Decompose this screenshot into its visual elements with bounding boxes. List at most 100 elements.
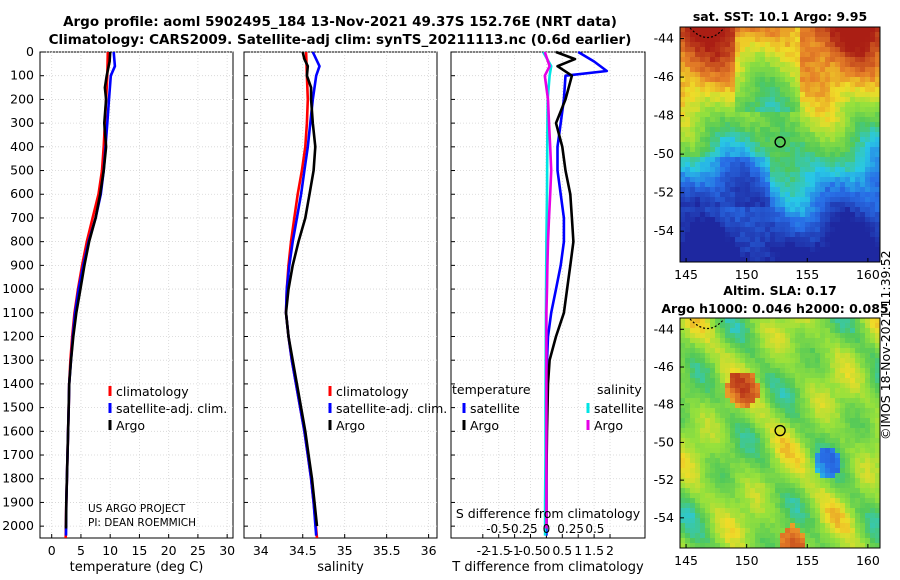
map-cell (805, 57, 811, 63)
map-cell (875, 152, 881, 158)
map-cell (850, 212, 856, 218)
map-cell (830, 443, 836, 449)
map-cell (780, 478, 786, 484)
map-cell (790, 237, 796, 243)
map-cell (750, 152, 756, 158)
map-cell (790, 493, 796, 499)
map-cell (875, 77, 881, 83)
map-cell (705, 117, 711, 123)
map-cell (840, 117, 846, 123)
map-cell (865, 463, 871, 469)
map-cell (800, 142, 806, 148)
map-cell (855, 97, 861, 103)
map-cell (770, 227, 776, 233)
map-cell (725, 77, 731, 83)
map-cell (845, 378, 851, 384)
map-cell (755, 423, 761, 429)
map-cell (835, 162, 841, 168)
map-cell (760, 232, 766, 238)
map-cell (840, 52, 846, 58)
map-cell (690, 538, 696, 544)
map-cell (700, 82, 706, 88)
map-cell (730, 483, 736, 489)
map-cell (835, 197, 841, 203)
map-cell (855, 463, 861, 469)
map-cell (815, 207, 821, 213)
map-cell (875, 513, 881, 519)
map-cell (795, 192, 801, 198)
map-cell (830, 242, 836, 248)
map-cell (680, 237, 686, 243)
map-cell (810, 247, 816, 253)
map-cell (835, 27, 841, 33)
map-cell (695, 27, 701, 33)
map-cell (870, 257, 876, 263)
map-cell (770, 463, 776, 469)
map-cell (785, 212, 791, 218)
map-cell (800, 207, 806, 213)
map-cell (715, 383, 721, 389)
map-cell (775, 192, 781, 198)
map-cell (860, 528, 866, 534)
map-cell (740, 498, 746, 504)
map-cell (765, 92, 771, 98)
map-cell (755, 543, 761, 549)
x-tick-label: 35.5 (373, 543, 401, 558)
map-cell (710, 473, 716, 479)
map-cell (860, 448, 866, 454)
map-cell (730, 428, 736, 434)
map-cell (790, 533, 796, 539)
map-cell (845, 252, 851, 258)
map-cell (745, 207, 751, 213)
map-cell (695, 473, 701, 479)
map-cell (770, 498, 776, 504)
map-cell (705, 488, 711, 494)
map-cell (795, 388, 801, 394)
map-cell (835, 32, 841, 38)
y-tick-label: 800 (10, 234, 34, 249)
map-cell (770, 543, 776, 549)
map-cell (745, 132, 751, 138)
map-cell (755, 47, 761, 53)
map-cell (830, 27, 836, 33)
map-cell (685, 87, 691, 93)
map-cell (695, 438, 701, 444)
map-cell (715, 107, 721, 113)
map-cell (875, 142, 881, 148)
map-cell (810, 538, 816, 544)
map-cell (850, 538, 856, 544)
map-cell (700, 418, 706, 424)
map-cell (740, 508, 746, 514)
map-cell (690, 398, 696, 404)
map-cell (695, 147, 701, 153)
map-cell (855, 52, 861, 58)
map-cell (845, 117, 851, 123)
map-cell (785, 167, 791, 173)
map-cell (800, 57, 806, 63)
map-cell (720, 423, 726, 429)
map-cell (755, 498, 761, 504)
map-cell (795, 508, 801, 514)
map-cell (745, 453, 751, 459)
map-cell (835, 398, 841, 404)
map-cell (760, 252, 766, 258)
map-cell (710, 373, 716, 379)
map-cell (725, 37, 731, 43)
map-cell (730, 398, 736, 404)
map-cell (805, 438, 811, 444)
map-cell (835, 453, 841, 459)
map-cell (825, 152, 831, 158)
map-cell (695, 493, 701, 499)
map-cell (865, 538, 871, 544)
map-cell (715, 323, 721, 329)
map-cell (845, 217, 851, 223)
map-cell (860, 388, 866, 394)
map-cell (735, 323, 741, 329)
map-cell (760, 47, 766, 53)
map-cell (835, 167, 841, 173)
map-cell (745, 353, 751, 359)
map-cell (735, 453, 741, 459)
map-cell (720, 72, 726, 78)
map-cell (710, 383, 716, 389)
map-cell (860, 438, 866, 444)
